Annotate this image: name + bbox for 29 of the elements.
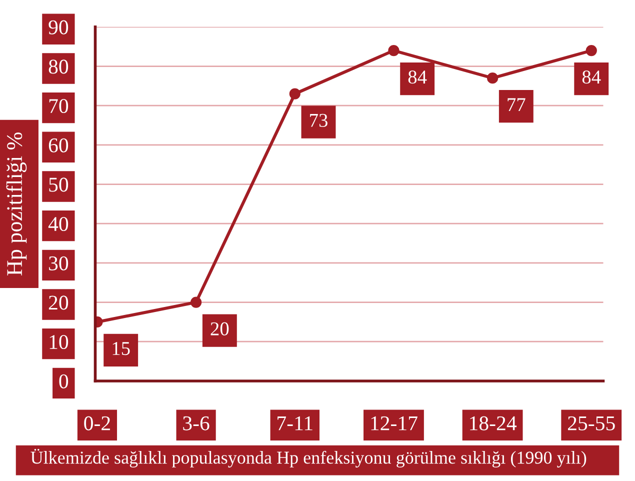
x-tick-label: 7-11	[278, 416, 312, 430]
x-axis-title: Ülkemizde sağlıklı populasyonda Hp enfeksiyonu görülme sıklığı (1990 yılı)	[30, 448, 586, 468]
y-tick-label: 50	[49, 178, 68, 192]
data-label: 20	[210, 322, 229, 336]
y-tick-label: 60	[48, 138, 68, 152]
y-tick-label: 0	[59, 374, 68, 388]
x-tick-label: 0-2	[84, 416, 110, 430]
point	[190, 296, 202, 308]
data-label: 15	[112, 342, 130, 356]
data-label: 84	[408, 70, 427, 84]
y-tick-label: 90	[48, 20, 68, 34]
data-label: 84	[582, 70, 601, 84]
x-tick-label: 25-55	[568, 416, 615, 430]
point	[388, 44, 400, 56]
x-tick-label: 3-6	[183, 416, 210, 430]
y-tick-label: 10	[50, 334, 68, 350]
x-tick-label: 18-24	[470, 416, 517, 430]
data-label: 73	[310, 114, 328, 127]
point	[289, 88, 300, 100]
y-tick-label: 40	[48, 216, 68, 232]
point	[586, 44, 597, 56]
y-tick-label: 80	[48, 60, 68, 74]
y-tick-label: 20	[48, 296, 68, 310]
y-tick-label: 30	[49, 256, 68, 270]
y-tick-label: 70	[49, 98, 68, 114]
data-label: 77	[508, 98, 526, 112]
y-axis-title: Hp pozitifliği %	[6, 132, 27, 276]
point	[487, 72, 498, 84]
x-tick-label: 12-17	[371, 416, 418, 430]
